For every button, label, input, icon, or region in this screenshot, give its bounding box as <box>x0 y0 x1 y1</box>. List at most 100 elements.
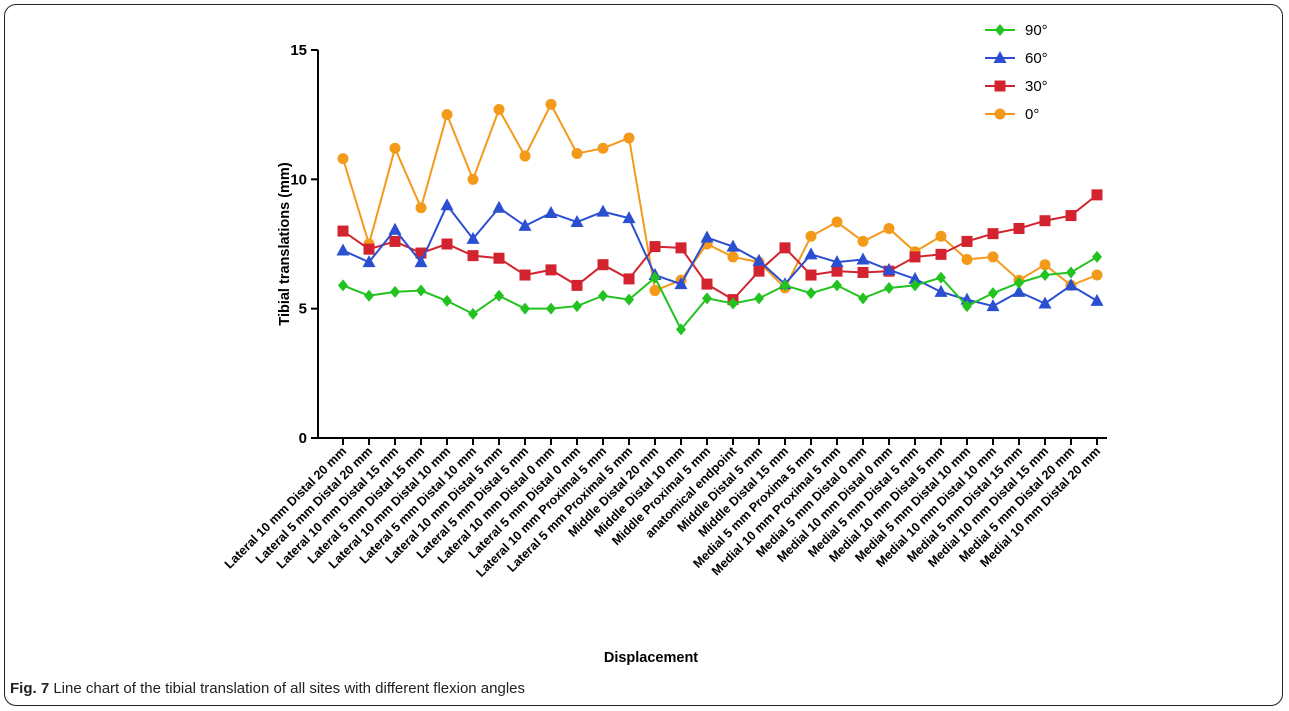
data-point <box>935 230 947 242</box>
data-point <box>1039 259 1051 271</box>
data-point <box>624 293 634 306</box>
data-point <box>806 287 816 300</box>
data-point <box>466 231 480 244</box>
data-point <box>389 235 401 247</box>
data-point <box>440 198 454 211</box>
data-point <box>390 285 400 298</box>
data-point <box>1065 210 1077 222</box>
data-point <box>493 252 505 264</box>
data-point <box>597 142 609 154</box>
data-point <box>1091 269 1103 281</box>
data-point <box>962 300 972 313</box>
data-point <box>518 218 532 231</box>
data-point <box>1090 293 1104 306</box>
data-point <box>805 269 817 281</box>
data-point <box>467 173 479 185</box>
legend-marker <box>993 51 1007 63</box>
series-line-0 <box>342 256 1098 332</box>
data-point <box>571 147 583 159</box>
figure-frame <box>4 4 1283 706</box>
data-point <box>988 287 998 300</box>
data-point <box>337 153 349 165</box>
y-tick-label: 0 <box>299 430 307 447</box>
data-point <box>520 302 530 315</box>
data-point <box>804 247 818 260</box>
data-point <box>545 264 557 276</box>
data-point <box>910 279 920 292</box>
data-point <box>701 278 713 290</box>
data-point <box>1092 250 1102 263</box>
data-point <box>1066 266 1076 279</box>
series-line-2 <box>342 194 1098 301</box>
legend-label: 90° <box>1025 22 1048 39</box>
data-point <box>572 300 582 313</box>
data-point <box>598 289 608 302</box>
data-point <box>935 248 947 260</box>
data-point <box>1038 296 1052 309</box>
data-point <box>702 292 712 305</box>
data-point <box>700 230 714 243</box>
data-point <box>753 265 765 277</box>
data-point <box>858 292 868 305</box>
data-point <box>882 262 896 275</box>
data-point <box>441 238 453 250</box>
data-point <box>416 284 426 297</box>
data-point <box>1040 269 1050 282</box>
data-point <box>571 279 583 291</box>
data-point <box>908 271 922 284</box>
data-point <box>494 289 504 302</box>
data-point <box>1013 222 1025 234</box>
data-point <box>519 269 531 281</box>
data-point <box>676 323 686 336</box>
data-point <box>442 294 452 307</box>
data-point <box>726 239 740 252</box>
data-point <box>675 242 687 254</box>
legend-label: 0° <box>1025 106 1039 123</box>
data-point <box>674 277 688 290</box>
data-point <box>649 241 661 253</box>
data-point <box>570 215 584 228</box>
data-point <box>1014 276 1024 289</box>
data-point <box>493 103 505 115</box>
caption-label: Fig. 7 <box>10 680 50 697</box>
data-point <box>623 273 635 285</box>
data-point <box>883 222 895 234</box>
data-point <box>364 289 374 302</box>
data-point <box>337 225 349 237</box>
data-point <box>986 299 1000 312</box>
data-point <box>415 247 427 259</box>
data-point <box>415 202 427 214</box>
legend-label: 30° <box>1025 78 1048 95</box>
figure-caption: Fig. 7 Line chart of the tibial translat… <box>10 680 525 697</box>
data-point <box>649 285 661 297</box>
data-point <box>1064 278 1078 291</box>
data-point <box>987 228 999 240</box>
data-point <box>780 279 790 292</box>
data-point <box>467 250 479 262</box>
data-point <box>884 281 894 294</box>
data-point <box>856 252 870 265</box>
y-axis-title: Tibial translations (mm) <box>277 162 293 325</box>
data-point <box>468 307 478 320</box>
data-point <box>987 251 999 263</box>
series-line-3 <box>342 102 1098 292</box>
data-point <box>1091 189 1103 201</box>
legend-marker <box>995 24 1005 36</box>
legend-marker <box>994 80 1006 92</box>
data-point <box>831 216 843 228</box>
data-point <box>857 266 869 278</box>
data-point <box>961 254 973 266</box>
data-point <box>336 243 350 256</box>
data-point <box>363 243 375 255</box>
legend-label: 60° <box>1025 50 1048 67</box>
data-point <box>934 284 948 297</box>
data-point <box>544 205 558 218</box>
data-point <box>389 142 401 154</box>
legend-marker <box>994 108 1006 120</box>
data-point <box>1039 215 1051 227</box>
data-point <box>857 235 869 247</box>
data-point <box>596 204 610 217</box>
data-point <box>779 242 791 254</box>
